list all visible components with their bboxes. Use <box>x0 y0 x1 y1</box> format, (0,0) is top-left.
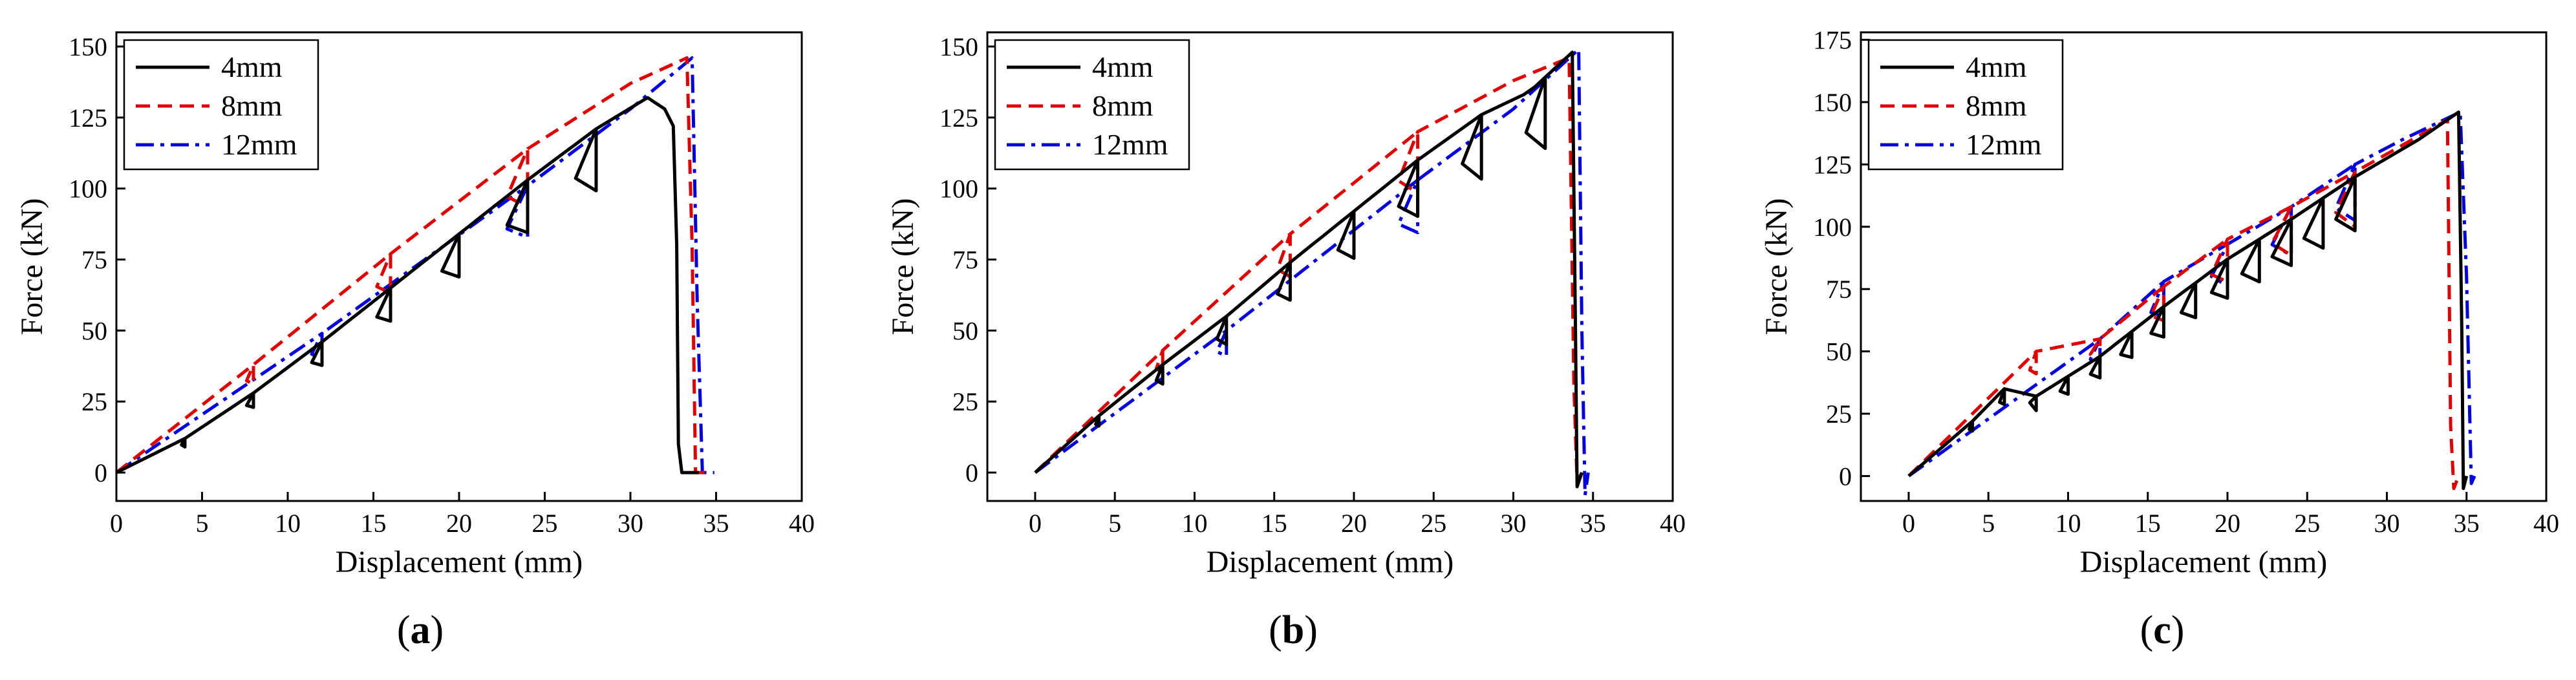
x-tick-label: 10 <box>1181 509 1207 538</box>
legend-label-4mm: 4mm <box>1966 50 2027 83</box>
chart-panel-a: 0 5 10 15 20 25 30 35 40 0 25 50 75 100 125 150 Displace… <box>15 31 815 652</box>
x-tick-label: 25 <box>1421 509 1446 538</box>
y-tick-label: 25 <box>81 387 107 416</box>
y-tick-label: 75 <box>81 246 107 275</box>
series-line-8mm <box>116 56 709 474</box>
y-tick-label: 150 <box>939 32 978 61</box>
chart-panel-c: 0 5 10 15 20 25 30 35 40 0 25 50 75 100 125 150 175 Displ… <box>1759 26 2559 652</box>
caption-close-paren: ) <box>431 608 444 652</box>
x-tick-label: 30 <box>1500 509 1526 538</box>
y-tick-label: 100 <box>939 175 978 204</box>
caption-open-paren: ( <box>2140 608 2154 652</box>
x-tick-label: 40 <box>2533 509 2559 538</box>
caption-close-paren: ) <box>2171 608 2185 652</box>
y-tick-label: 50 <box>952 316 978 345</box>
caption-close-paren: ) <box>1304 608 1318 652</box>
x-tick-label: 25 <box>532 509 558 538</box>
x-tick-label: 20 <box>2215 509 2240 538</box>
caption-letter: c <box>2153 608 2171 652</box>
x-tick-label: 5 <box>1982 509 1995 538</box>
x-axis-label: Displacement (mm) <box>2080 545 2328 579</box>
panel-caption: (c) <box>2140 608 2185 652</box>
y-tick-label: 0 <box>965 458 978 487</box>
y-tick-label: 50 <box>1826 337 1852 367</box>
x-tick-label: 15 <box>1261 509 1287 538</box>
y-tick-label: 75 <box>952 246 978 275</box>
y-tick-label: 100 <box>1813 213 1852 242</box>
y-tick-label: 25 <box>952 387 978 416</box>
panel-caption: (b) <box>1269 608 1318 652</box>
series-line-8mm <box>1907 118 2460 491</box>
x-tick-label: 0 <box>110 509 123 538</box>
y-tick-label: 175 <box>1813 26 1852 55</box>
legend-label-4mm: 4mm <box>221 50 283 83</box>
legend-label-12mm: 12mm <box>1966 128 2042 161</box>
x-tick-label: 20 <box>1341 509 1367 538</box>
y-tick-label: 50 <box>81 316 107 345</box>
legend-label-12mm: 12mm <box>221 128 297 161</box>
series-line-4mm <box>1034 50 1583 489</box>
legend-box <box>994 39 1190 171</box>
y-tick-label: 150 <box>69 32 107 61</box>
x-tick-label: 40 <box>789 509 815 538</box>
legend-box <box>1867 39 2064 171</box>
x-tick-label: 0 <box>1029 509 1042 538</box>
y-tick-label: 25 <box>1826 399 1852 429</box>
chart-panel-b: 0 5 10 15 20 25 30 35 40 0 25 50 75 100 125 150 Displace… <box>886 31 1686 652</box>
x-axis-label: Displacement (mm) <box>1207 545 1454 579</box>
series-line-4mm <box>1907 110 2469 491</box>
y-axis-label: Force (kN) <box>1759 198 1794 335</box>
caption-letter: a <box>411 608 431 652</box>
x-tick-label: 35 <box>2454 509 2480 538</box>
series-line-4mm <box>116 96 699 474</box>
y-tick-label: 75 <box>1826 275 1852 304</box>
caption-open-paren: ( <box>397 608 411 652</box>
caption-letter: b <box>1282 608 1304 652</box>
y-tick-label: 125 <box>1813 150 1852 179</box>
y-axis-label: Force (kN) <box>15 198 49 335</box>
x-tick-label: 25 <box>2294 509 2320 538</box>
x-tick-label: 0 <box>1902 509 1915 538</box>
y-tick-label: 100 <box>69 175 107 204</box>
x-tick-label: 15 <box>2135 509 2161 538</box>
x-axis-label: Displacement (mm) <box>336 545 583 579</box>
y-tick-label: 150 <box>1813 88 1852 117</box>
x-tick-label: 30 <box>617 509 643 538</box>
x-tick-label: 10 <box>2055 509 2081 538</box>
x-tick-label: 10 <box>275 509 301 538</box>
x-tick-label: 20 <box>446 509 472 538</box>
y-tick-label: 125 <box>939 103 978 133</box>
x-tick-label: 5 <box>196 509 209 538</box>
legend-label-4mm: 4mm <box>1092 50 1154 83</box>
y-tick-label: 0 <box>1839 462 1852 491</box>
plot-frame <box>1860 31 2548 502</box>
x-tick-label: 5 <box>1108 509 1121 538</box>
x-tick-label: 35 <box>703 509 729 538</box>
x-tick-label: 40 <box>1660 509 1686 538</box>
x-tick-label: 15 <box>361 509 387 538</box>
legend-label-8mm: 8mm <box>1966 89 2027 122</box>
x-tick-label: 30 <box>2374 509 2399 538</box>
legend-label-8mm: 8mm <box>221 89 283 122</box>
x-tick-label: 35 <box>1580 509 1606 538</box>
plot-frame <box>986 31 1674 502</box>
legend-box <box>123 39 319 171</box>
y-axis-label: Force (kN) <box>886 198 920 335</box>
y-tick-label: 0 <box>94 458 107 487</box>
y-tick-label: 125 <box>69 103 107 133</box>
legend-label-12mm: 12mm <box>1092 128 1168 161</box>
caption-open-paren: ( <box>1269 608 1282 652</box>
panel-caption: (a) <box>397 608 444 652</box>
legend-label-8mm: 8mm <box>1092 89 1154 122</box>
